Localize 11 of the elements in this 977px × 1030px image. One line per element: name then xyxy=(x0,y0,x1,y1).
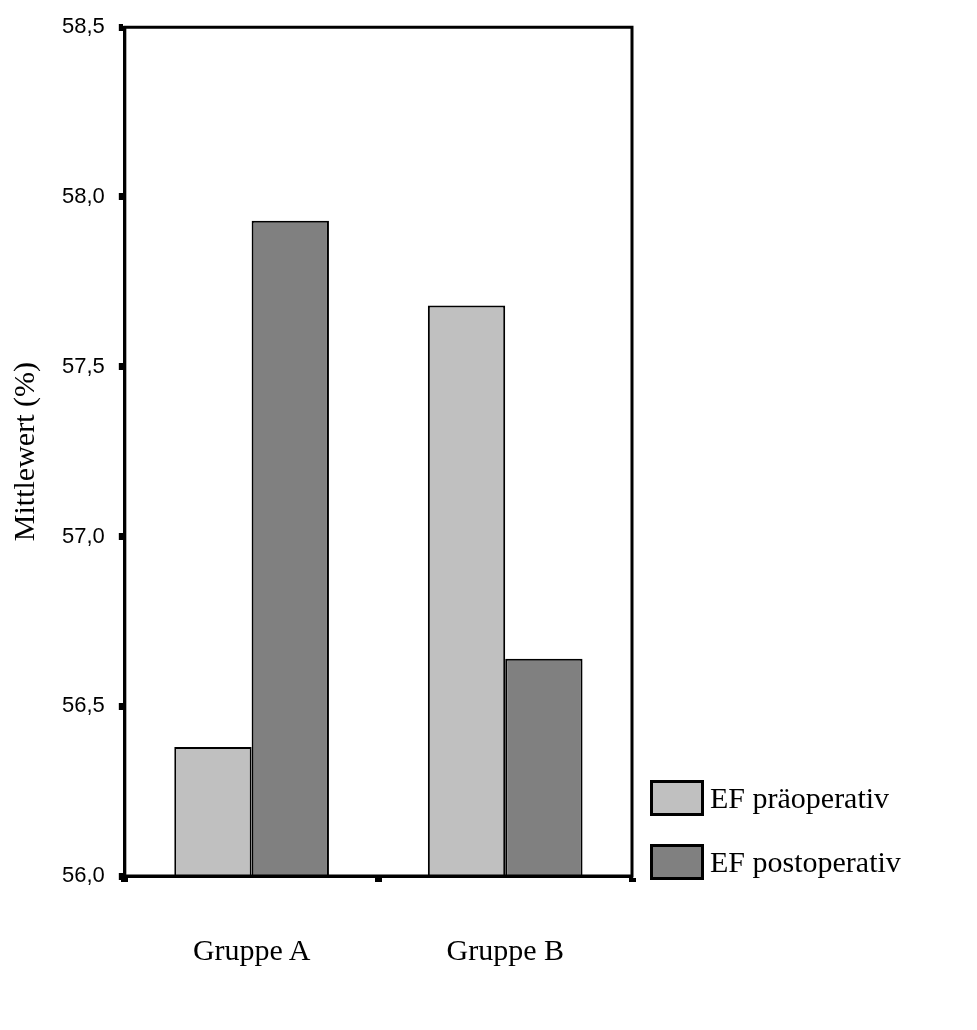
y-tick-label: 57,5 xyxy=(61,352,105,378)
y-tick-label: 58,0 xyxy=(61,183,105,209)
x-tick-label: Gruppe B xyxy=(446,932,564,966)
y-tick-label: 58,5 xyxy=(61,13,105,39)
legend-label: EF postoperativ xyxy=(710,845,901,879)
y-tick-label: 56,0 xyxy=(61,862,105,888)
y-axis-title: Mittlewert (%) xyxy=(6,362,41,542)
y-tick-label: 57,0 xyxy=(61,522,105,548)
x-tick-label: Gruppe A xyxy=(192,932,311,966)
legend-label: EF präoperativ xyxy=(710,781,890,815)
y-tick-label: 56,5 xyxy=(61,692,105,718)
